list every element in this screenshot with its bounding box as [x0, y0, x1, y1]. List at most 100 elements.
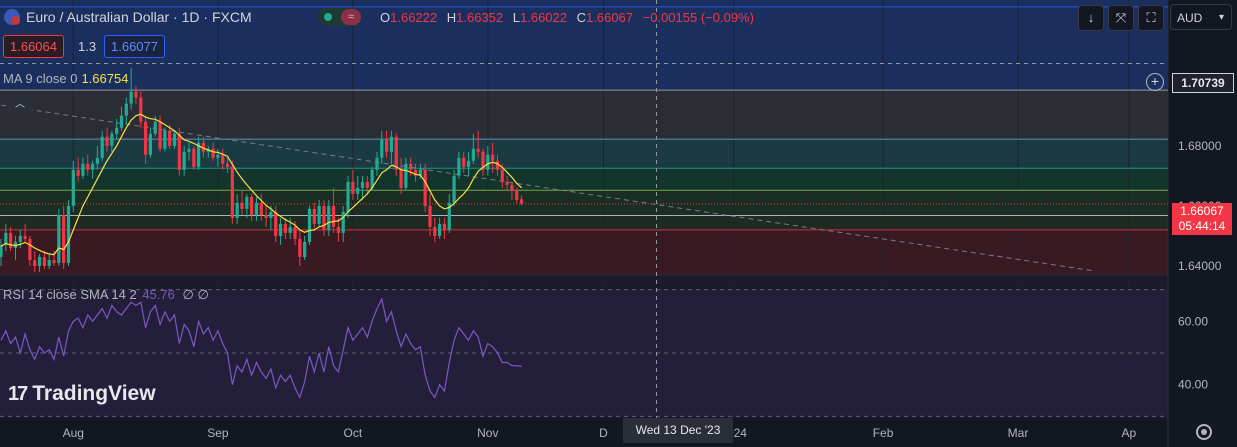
candle-body: [264, 214, 268, 218]
candle-body: [471, 148, 475, 161]
candle-body: [66, 205, 71, 263]
candle-body: [250, 196, 254, 215]
candle-body: [18, 235, 22, 242]
candle-body: [515, 190, 519, 200]
horizontal-levels: [0, 6, 1168, 231]
candle-body: [351, 181, 355, 194]
rsi-value: 45.76: [142, 287, 175, 302]
high-value: 1.66352: [456, 10, 504, 25]
tradingview-logo[interactable]: 17 TradingView: [8, 382, 156, 406]
cross-arrows-icon: ⤧: [1115, 10, 1127, 25]
candle-body: [500, 169, 504, 182]
candle-body: [505, 181, 509, 185]
price-tick-label: 1.68000: [1178, 139, 1222, 153]
candle-body: [442, 223, 447, 230]
rsi-polyline: [0, 297, 522, 399]
buy-price-button[interactable]: 1.66077: [104, 35, 165, 58]
candle-body: [240, 202, 244, 209]
candle-body: [216, 154, 220, 158]
candle-body: [312, 208, 316, 224]
candle-body: [42, 256, 46, 266]
add-alert-plus-icon[interactable]: +: [1146, 73, 1164, 91]
candle-body: [28, 238, 32, 260]
time-tick-label: Oct: [344, 426, 363, 440]
candle-body: [225, 163, 230, 167]
candle-body: [81, 163, 85, 176]
candle-body: [413, 169, 418, 176]
candle-body: [95, 157, 99, 164]
currency-select[interactable]: AUD ▾: [1170, 4, 1232, 30]
crosshair-price-label: 1.70739: [1172, 73, 1234, 93]
rsi-tick-label: 40.00: [1178, 378, 1208, 392]
candle-body: [254, 202, 259, 215]
rsi-extra-1: ∅: [182, 287, 194, 302]
candle-body: [298, 238, 302, 257]
candle-body: [52, 259, 56, 263]
crosshair-date-label: Wed 13 Dec '23: [623, 418, 733, 443]
candle-body: [433, 226, 437, 236]
ma-label: MA 9 close 0: [3, 71, 78, 86]
price-tick-label: 1.64000: [1178, 259, 1222, 273]
candle-body: [519, 199, 524, 204]
time-tick-label: Aug: [63, 426, 84, 440]
candle-body: [71, 169, 75, 206]
chevron-down-icon: ▾: [1218, 12, 1224, 23]
candle-body: [245, 196, 249, 209]
candle-body: [168, 130, 172, 146]
close-value: 1.66067: [586, 10, 634, 25]
candle-body: [182, 151, 186, 170]
candle-body: [134, 91, 138, 98]
candle-body: [105, 136, 109, 146]
candle-body: [303, 241, 307, 257]
sell-price-button[interactable]: 1.66064: [3, 35, 64, 58]
candle-body: [399, 169, 403, 188]
candle-body: [172, 133, 177, 146]
candle-body: [336, 226, 340, 233]
candles: [0, 67, 524, 272]
candle-body: [423, 169, 427, 206]
arrow-down-button[interactable]: ↓: [1078, 5, 1104, 31]
candle-body: [409, 163, 413, 170]
rsi-legend[interactable]: RSI 14 close SMA 14 2 45.76 ∅ ∅: [3, 287, 209, 303]
spread-value: 1.3: [78, 39, 97, 54]
candle-body: [211, 148, 215, 158]
candle-body: [0, 244, 3, 257]
market-status-pill[interactable]: ≈: [318, 8, 362, 26]
candle-body: [259, 202, 263, 215]
candle-body: [100, 136, 104, 158]
price-zone: [0, 0, 1168, 91]
gear-icon[interactable]: [1196, 424, 1212, 440]
crosshair: [0, 0, 1168, 418]
candle-body: [385, 139, 389, 152]
candle-body: [466, 160, 471, 167]
candle-body: [428, 205, 432, 227]
candle-body: [119, 115, 124, 128]
collapse-legend-button[interactable]: ︿: [8, 96, 32, 114]
candle-body: [33, 259, 37, 266]
ma-legend[interactable]: MA 9 close 0 1.66754: [3, 71, 128, 86]
candle-body: [447, 202, 451, 230]
candle-body: [235, 202, 239, 218]
time-tick-label: Feb: [873, 426, 894, 440]
price-zone: [0, 229, 1168, 275]
fullscreen-icon: ⛶: [1146, 10, 1156, 25]
logo-text: TradingView: [32, 382, 156, 405]
candle-body: [90, 163, 95, 170]
candle-body: [192, 148, 196, 167]
candle-body: [510, 184, 514, 191]
time-tick-label: Ap: [1122, 426, 1137, 440]
candle-body: [486, 154, 490, 170]
candle-body: [293, 226, 297, 239]
price-zone: [0, 90, 1168, 140]
candle-body: [177, 133, 181, 170]
symbol-header[interactable]: Euro / Australian Dollar · 1D · FXCM: [4, 9, 252, 25]
rsi-label: RSI 14 close SMA 14 2: [3, 287, 137, 302]
cross-arrows-button[interactable]: ⤧: [1108, 5, 1134, 31]
candle-body: [365, 181, 369, 188]
candle-body: [230, 166, 234, 218]
trendline: [0, 104, 1096, 272]
time-tick-label: Mar: [1008, 426, 1029, 440]
high-label: H: [446, 10, 457, 25]
fullscreen-button[interactable]: ⛶: [1138, 5, 1164, 31]
